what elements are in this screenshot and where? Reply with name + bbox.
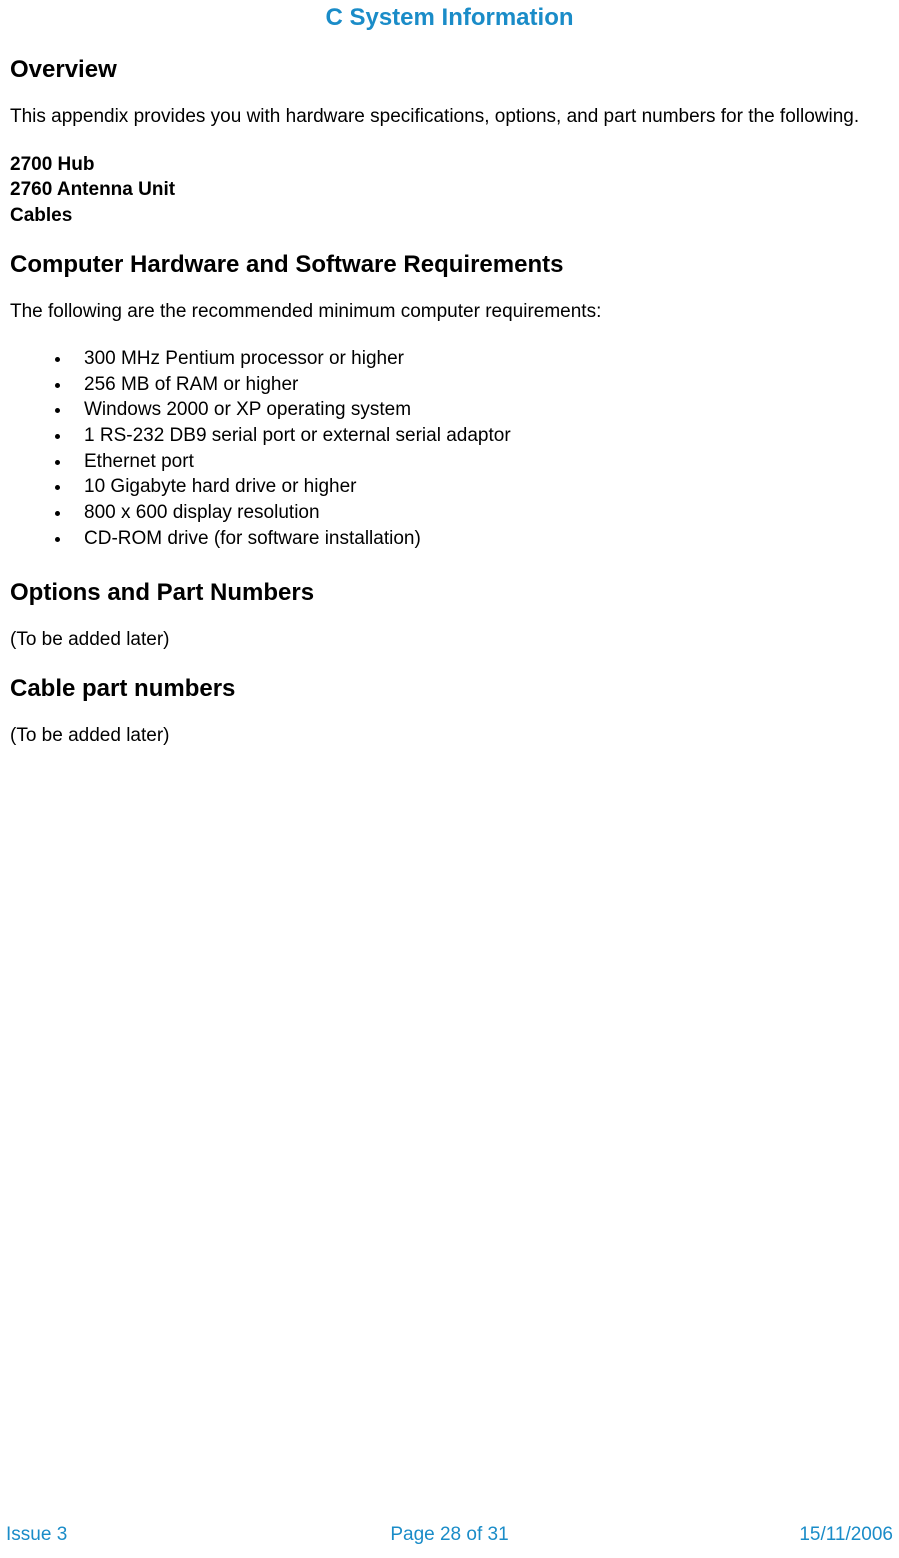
- overview-body: This appendix provides you with hardware…: [10, 104, 889, 130]
- requirements-heading: Computer Hardware and Software Requireme…: [10, 251, 889, 279]
- requirement-item: 10 Gigabyte hard drive or higher: [72, 474, 889, 500]
- overview-item: 2760 Antenna Unit: [10, 177, 889, 203]
- cables-heading: Cable part numbers: [10, 675, 889, 703]
- options-body: (To be added later): [10, 627, 889, 653]
- page-title: C System Information: [10, 4, 889, 32]
- overview-items: 2700 Hub 2760 Antenna Unit Cables: [10, 152, 889, 229]
- footer-date: 15/11/2006: [799, 1524, 893, 1546]
- requirement-item: 1 RS-232 DB9 serial port or external ser…: [72, 423, 889, 449]
- overview-item: Cables: [10, 203, 889, 229]
- overview-item: 2700 Hub: [10, 152, 889, 178]
- requirement-item: Windows 2000 or XP operating system: [72, 397, 889, 423]
- requirement-item: Ethernet port: [72, 449, 889, 475]
- page-footer: Issue 3 Page 28 of 31 15/11/2006: [0, 1524, 899, 1546]
- requirement-item: CD-ROM drive (for software installation): [72, 526, 889, 552]
- overview-heading: Overview: [10, 56, 889, 84]
- requirement-item: 300 MHz Pentium processor or higher: [72, 346, 889, 372]
- requirements-intro: The following are the recommended minimu…: [10, 299, 889, 325]
- footer-issue: Issue 3: [6, 1524, 67, 1546]
- requirement-item: 256 MB of RAM or higher: [72, 372, 889, 398]
- requirement-item: 800 x 600 display resolution: [72, 500, 889, 526]
- options-heading: Options and Part Numbers: [10, 579, 889, 607]
- cables-body: (To be added later): [10, 723, 889, 749]
- footer-page: Page 28 of 31: [390, 1524, 508, 1546]
- requirements-list: 300 MHz Pentium processor or higher 256 …: [10, 346, 889, 551]
